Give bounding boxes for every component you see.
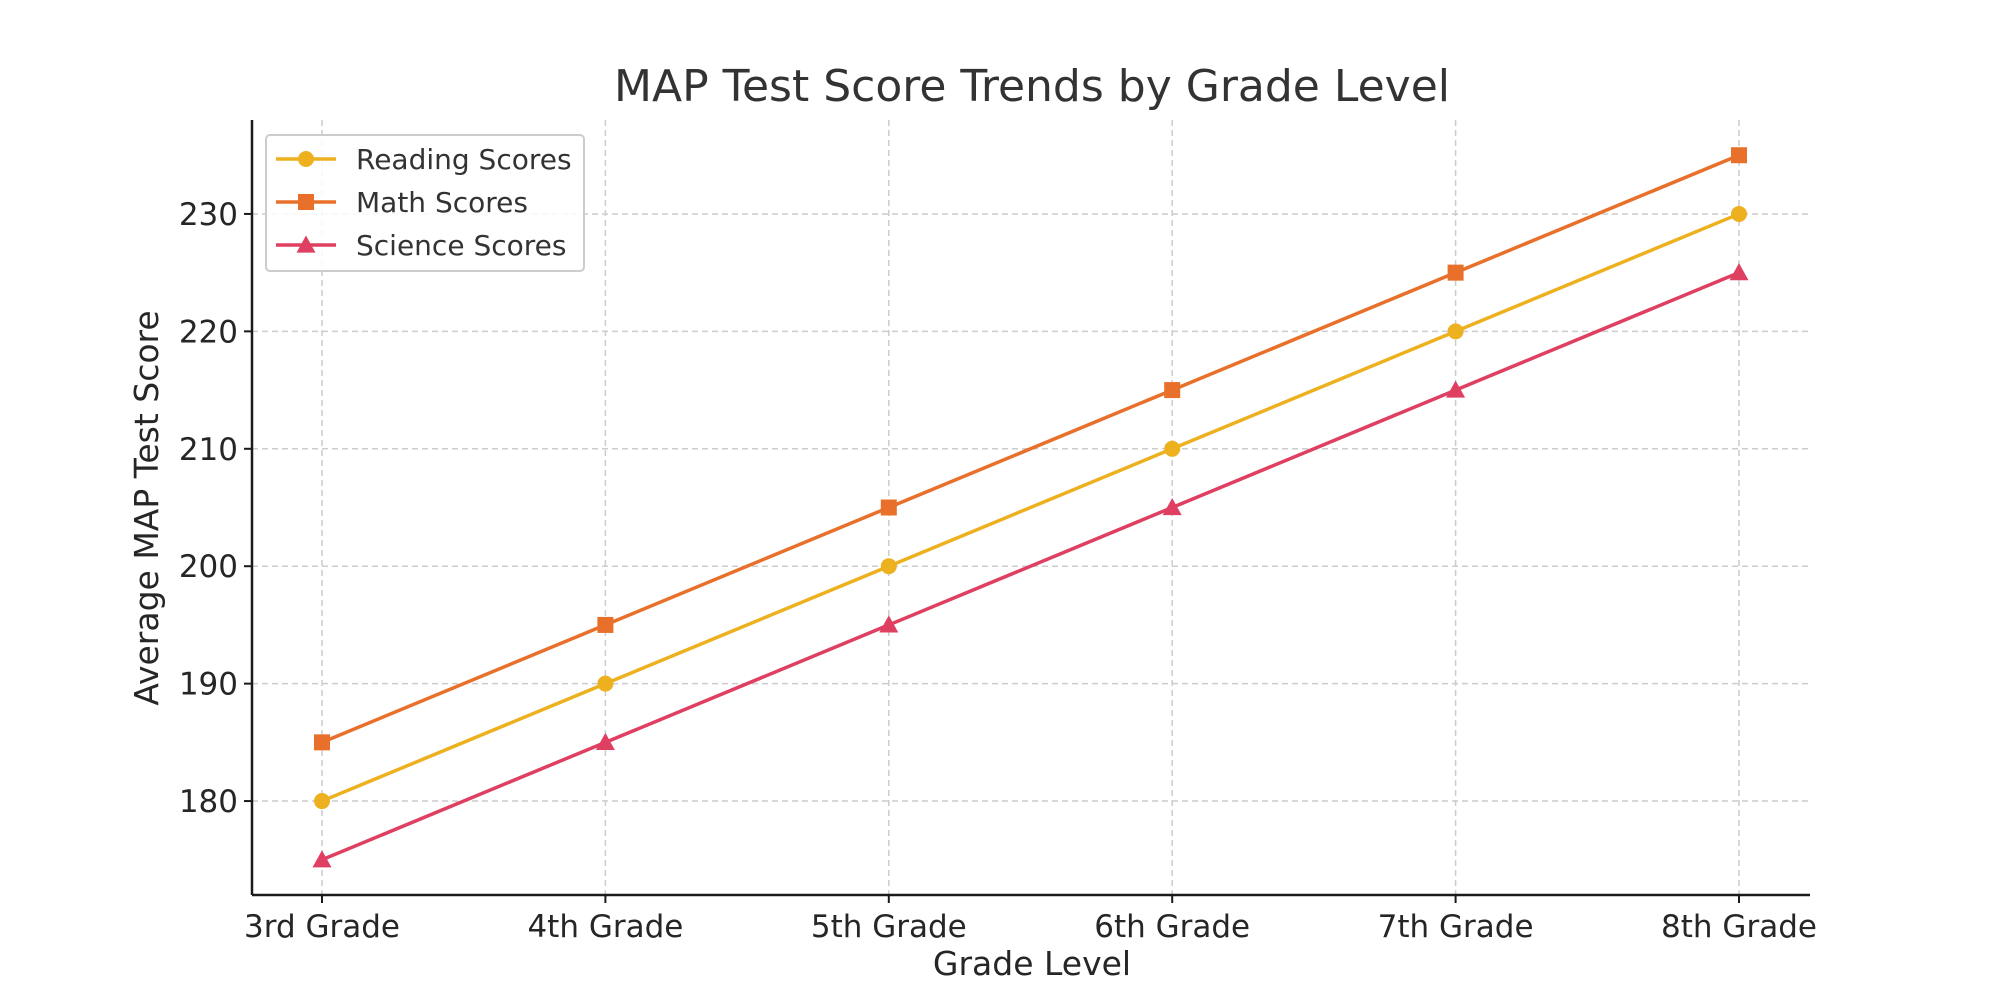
x-axis-title: Grade Level (933, 944, 1131, 983)
science-scores-point (312, 850, 332, 868)
reading-scores-series (314, 205, 1747, 810)
y-axis-ticks: 180 190 200 210 220 230 (179, 197, 252, 820)
y-axis-title: Average MAP Test Score (127, 310, 166, 705)
legend-label: Science Scores (356, 229, 566, 262)
y-tick-label: 210 (179, 432, 238, 468)
grid-lines (252, 120, 1810, 895)
legend-label: Math Scores (356, 186, 528, 219)
reading-scores-point (1447, 323, 1464, 340)
math-scores-point (880, 499, 897, 516)
math-scores-series (314, 147, 1747, 751)
math-scores-point (314, 734, 330, 751)
reading-scores-line (321, 212, 1740, 803)
legend-item-math-scores: Math Scores (276, 186, 528, 219)
reading-scores-point (1731, 205, 1747, 222)
math-scores-point (597, 616, 614, 633)
y-tick-label: 190 (179, 667, 238, 703)
axes (250, 120, 1810, 897)
reading-scores-point (880, 558, 897, 575)
data-series (312, 147, 1749, 868)
science-scores-series (312, 263, 1749, 868)
math-scores-point (1447, 264, 1464, 281)
x-tick-label: 6th Grade (1094, 909, 1250, 945)
science-scores-point (1162, 498, 1182, 516)
x-tick-label: 8th Grade (1661, 909, 1817, 945)
legend-item-science-scores: Science Scores (276, 229, 566, 262)
math-scores-point (1731, 147, 1747, 164)
legend: Reading Scores Math Scores Science Scores (265, 134, 585, 272)
reading-scores-point (1164, 440, 1181, 457)
x-tick-label: 4th Grade (527, 909, 683, 945)
legend-label: Reading Scores (356, 143, 572, 176)
x-tick-label: 7th Grade (1378, 909, 1534, 945)
science-scores-point (595, 732, 615, 750)
reading-scores-point (314, 793, 330, 810)
legend-marker (296, 235, 316, 253)
chart-title: MAP Test Score Trends by Grade Level (614, 61, 1450, 112)
legend-marker (298, 194, 314, 210)
science-scores-point (1446, 380, 1466, 398)
x-axis-ticks: 3rd Grade 4th Grade 5th Grade 6th Grade 7th … (244, 895, 1817, 945)
y-tick-label: 230 (179, 197, 238, 233)
legend-item-reading-scores: Reading Scores (276, 143, 572, 176)
legend-box (265, 134, 585, 272)
science-scores-point (1729, 263, 1749, 281)
science-scores-point (879, 615, 899, 633)
math-scores-point (1164, 382, 1181, 399)
y-tick-label: 200 (179, 549, 238, 585)
y-tick-label: 220 (179, 314, 238, 350)
science-scores-line (321, 271, 1740, 862)
reading-scores-point (597, 675, 614, 692)
x-tick-label: 3rd Grade (244, 909, 400, 945)
math-scores-line (321, 153, 1740, 744)
y-tick-label: 180 (179, 784, 238, 820)
legend-marker (298, 151, 314, 167)
x-tick-label: 5th Grade (811, 909, 967, 945)
